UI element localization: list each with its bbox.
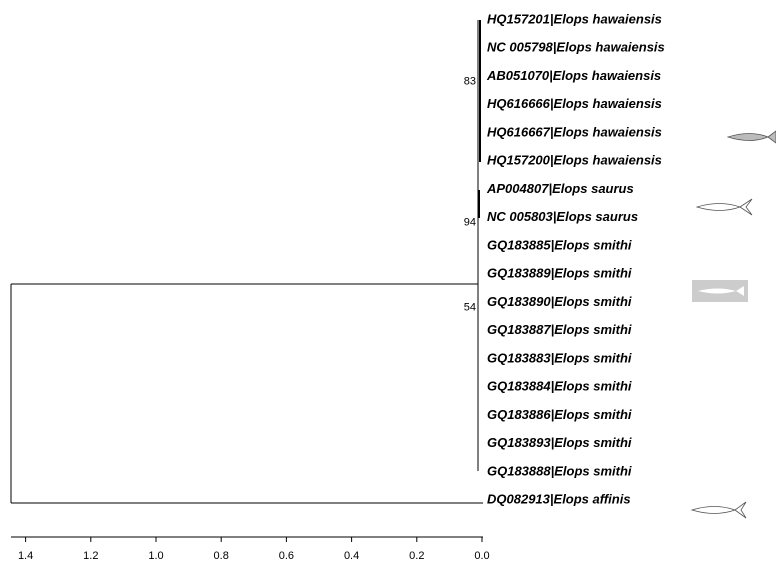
- axis-tick-label: 1.0: [148, 550, 163, 562]
- leaf-label: GQ183884|Elops smithi: [487, 379, 632, 394]
- fish-icons: [692, 131, 776, 518]
- leaf-label: NC 005798|Elops hawaiensis: [487, 40, 665, 55]
- leaf-label: GQ183889|Elops smithi: [487, 266, 632, 281]
- leaf-label: AP004807|Elops saurus: [486, 181, 634, 196]
- axis-tick-label: 0.4: [344, 550, 359, 562]
- leaf-label: HQ157201|Elops hawaiensis: [487, 11, 662, 26]
- leaf-label: GQ183885|Elops smithi: [487, 237, 632, 252]
- axis-tick-label: 0.8: [214, 550, 229, 562]
- leaf-label: NC 005803|Elops saurus: [487, 209, 638, 224]
- leaf-label: GQ183886|Elops smithi: [487, 407, 632, 422]
- axis-tick-label: 0.0: [474, 550, 489, 562]
- leaf-label: HQ616666|Elops hawaiensis: [487, 96, 662, 111]
- fish-icon: [692, 502, 746, 518]
- axis-tick-label: 1.4: [18, 550, 33, 562]
- leaf-label: GQ183890|Elops smithi: [487, 294, 632, 309]
- fish-icon: [728, 131, 776, 143]
- leaf-label: GQ183888|Elops smithi: [487, 463, 632, 478]
- leaf-label: DQ082913|Elops affinis: [487, 492, 631, 507]
- bootstrap-value: 94: [464, 217, 476, 229]
- axis-tick-label: 1.2: [83, 550, 98, 562]
- leaf-label: HQ157200|Elops hawaiensis: [487, 153, 662, 168]
- bootstrap-value: 54: [464, 301, 476, 313]
- axis-tick-label: 0.6: [279, 550, 294, 562]
- leaf-label: GQ183883|Elops smithi: [487, 350, 632, 365]
- leaf-label: GQ183893|Elops smithi: [487, 435, 632, 450]
- leaf-label: GQ183887|Elops smithi: [487, 322, 632, 337]
- tree-view: HQ157201|Elops hawaiensis NC 005798|Elops…: [0, 0, 776, 565]
- leaf-label: AB051070|Elops hawaiensis: [486, 68, 661, 83]
- fish-icon: [697, 199, 752, 215]
- axis-tick-label: 0.2: [409, 550, 424, 562]
- leaf-label: HQ616667|Elops hawaiensis: [487, 124, 662, 139]
- branches: [11, 20, 483, 503]
- bootstrap-value: 83: [464, 75, 476, 87]
